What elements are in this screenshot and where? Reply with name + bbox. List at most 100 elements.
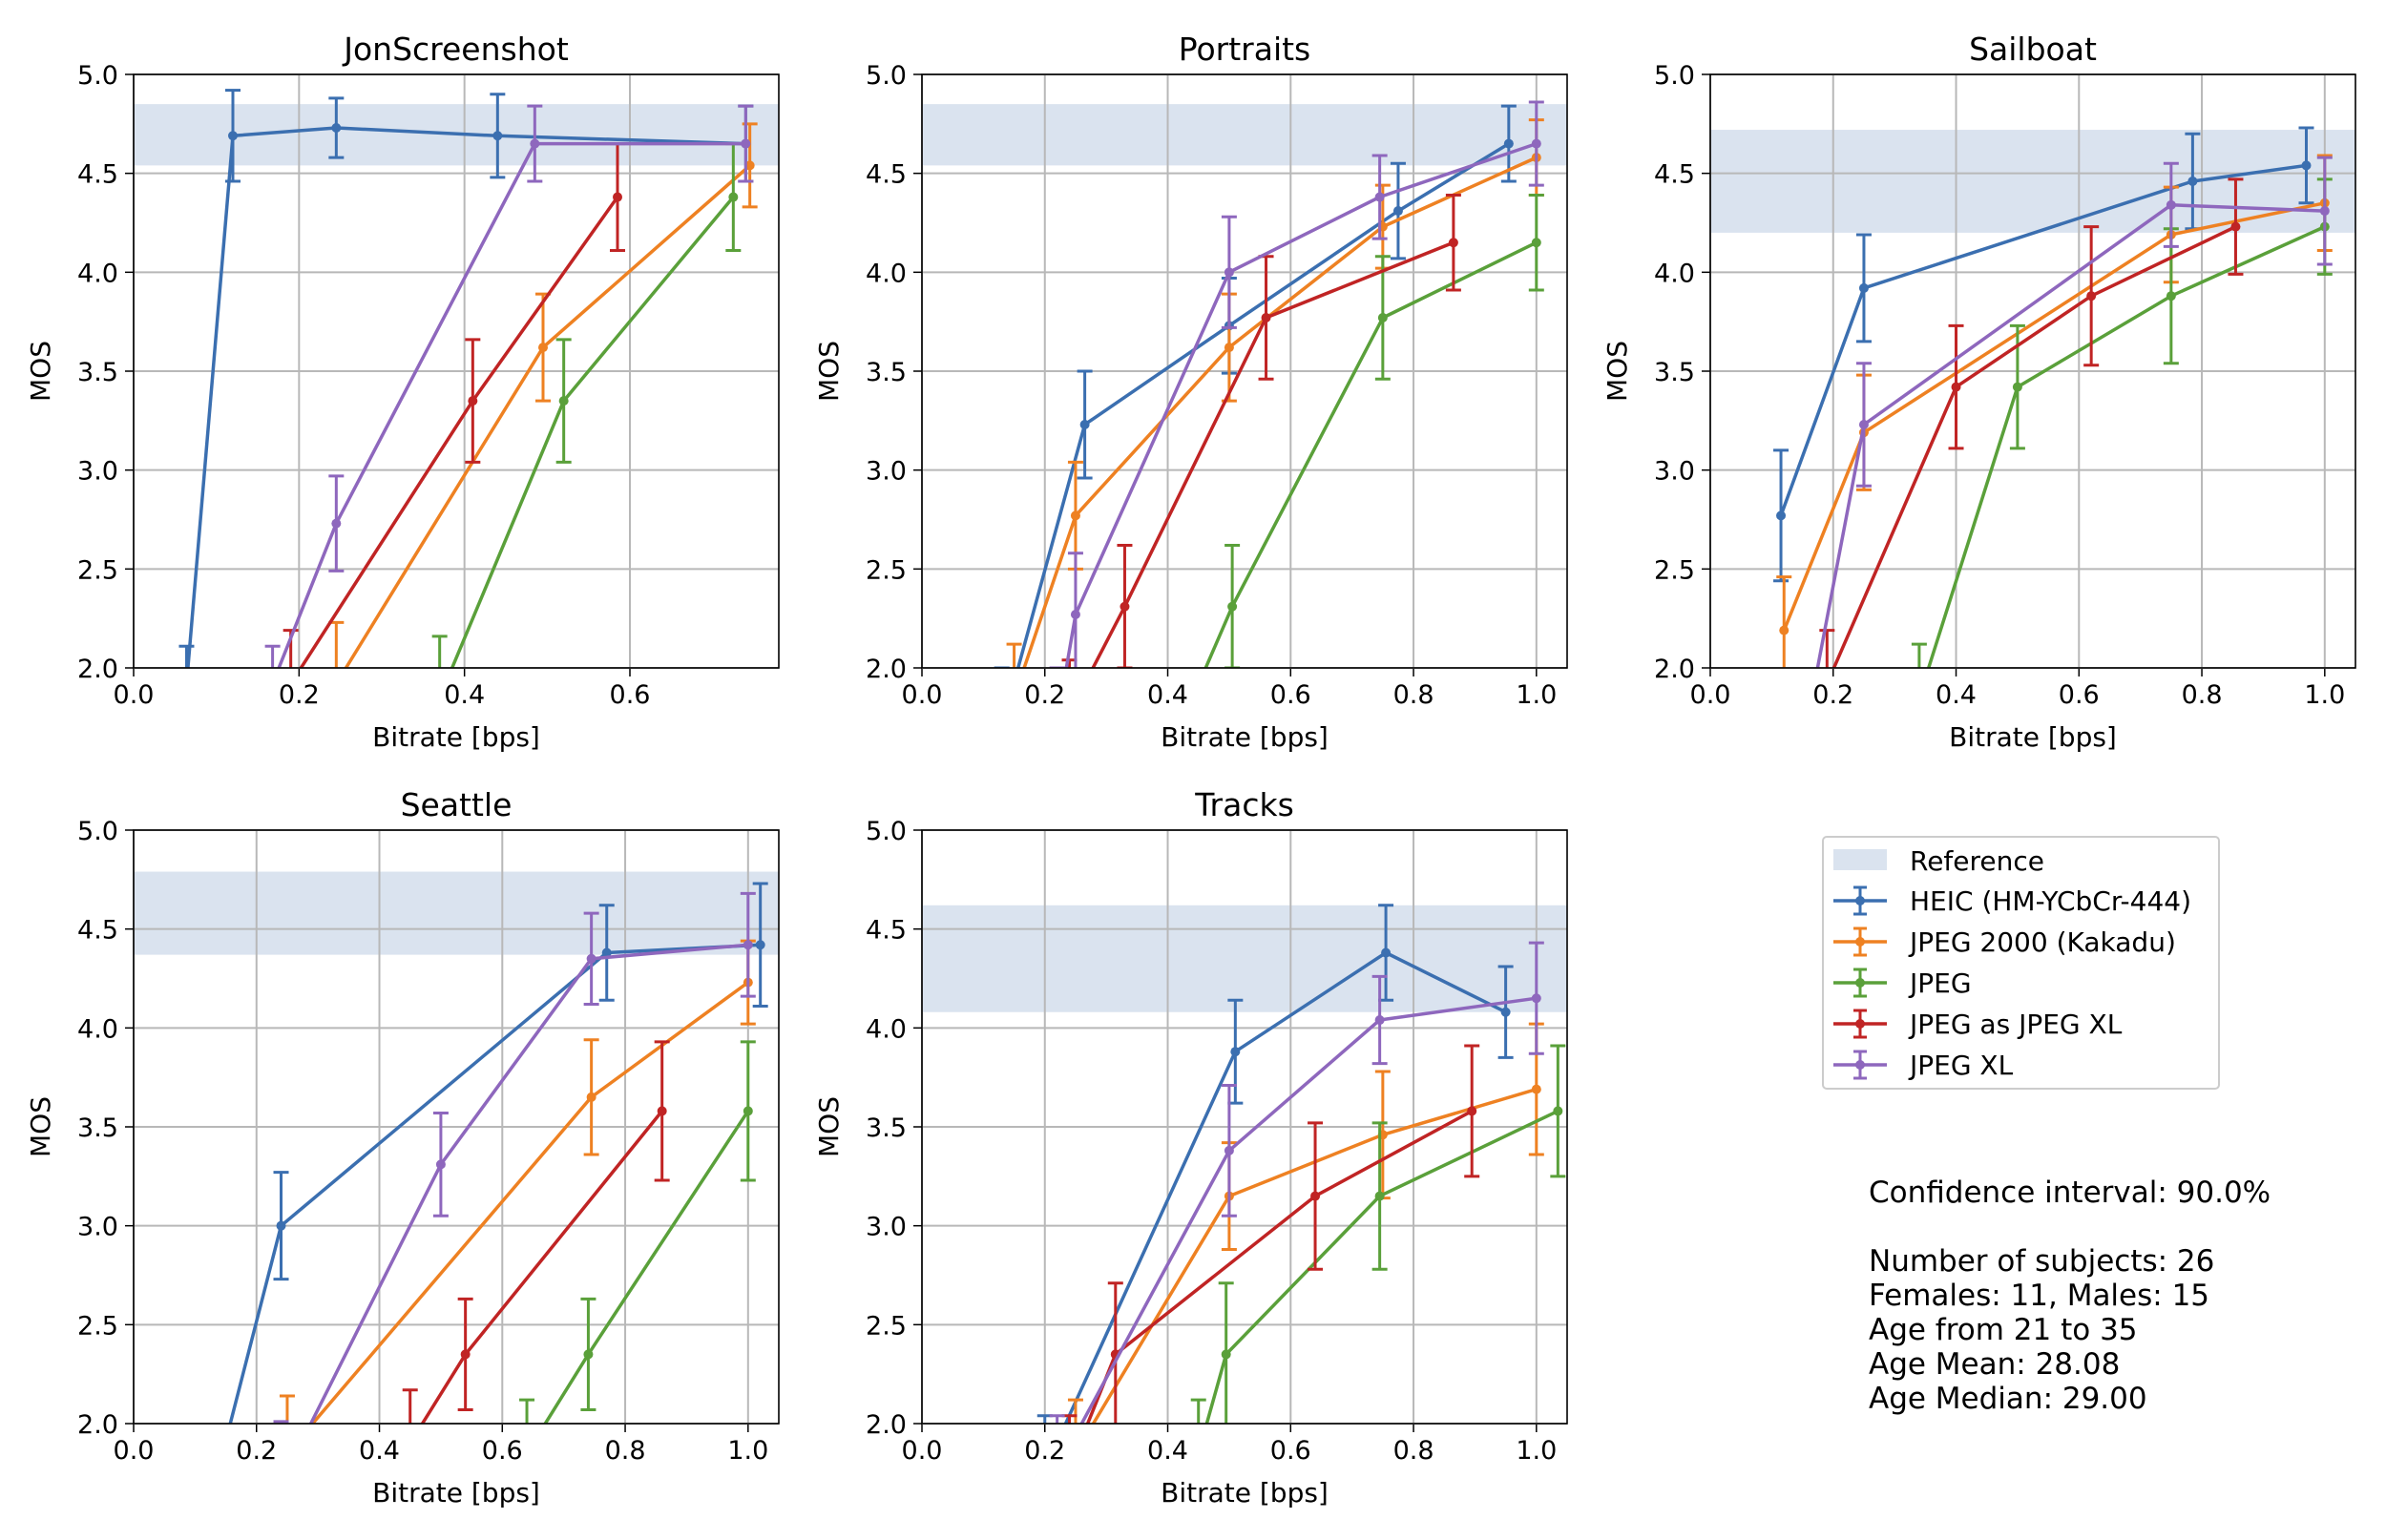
- data-point: [1224, 1145, 1234, 1155]
- data-point: [1392, 206, 1403, 217]
- chart-title: Seattle: [401, 786, 513, 823]
- chart-seattle: 0.0 0.2 0.4 0.6 0.8 1.0 2.0 2.5 3.0 3.5 4.0 4.5 5.0 S…: [25, 786, 780, 1517]
- data-point: [468, 396, 478, 406]
- y-tick-label: 2.0: [77, 655, 118, 684]
- data-point: [1779, 625, 1790, 635]
- legend-label: JPEG: [1908, 968, 1972, 999]
- series-jpeg-2000-kakadu: [279, 939, 756, 1424]
- x-tick-label: 1.0: [2304, 680, 2345, 710]
- legend-label-reference: Reference: [1910, 845, 2044, 877]
- subplots-grid: 0.0 0.2 0.4 0.6 2.0 2.5 3.0 3.5 4.0 4.5 5.0 JonScre…: [25, 31, 2356, 1517]
- axes-frame: [133, 73, 780, 669]
- data-point: [1120, 601, 1130, 612]
- data-point: [1310, 1191, 1321, 1201]
- y-tick-label: 5.0: [866, 61, 907, 91]
- data-point: [741, 138, 751, 149]
- data-point: [492, 131, 503, 141]
- x-tick-label: 0.2: [236, 1436, 277, 1466]
- x-tick-label: 0.4: [1147, 680, 1188, 710]
- axes-frame: [921, 829, 1568, 1425]
- data-point: [2012, 382, 2022, 392]
- data-point: [522, 1448, 532, 1458]
- x-tick-label: 0.6: [610, 680, 651, 710]
- data-point: [331, 518, 342, 529]
- data-point: [530, 138, 540, 149]
- y-tick-label: 4.5: [866, 160, 907, 190]
- x-tick-label: 0.8: [1393, 1436, 1434, 1466]
- data-point: [1915, 693, 1924, 702]
- series-jpeg-2000-kakadu: [1006, 118, 1544, 668]
- info-age-median: Age Median: 29.00: [1869, 1382, 2147, 1416]
- series-jpeg-xl: [273, 891, 756, 1488]
- data-point: [1377, 313, 1388, 323]
- y-tick-label: 4.0: [866, 259, 907, 288]
- y-tick-label: 2.0: [866, 1410, 907, 1440]
- data-point: [1374, 1191, 1385, 1201]
- series-line: [228, 943, 761, 1424]
- series-line: [1203, 240, 1538, 668]
- series-jpeg-as-jpeg-xl: [402, 1040, 670, 1424]
- data-point: [538, 343, 548, 353]
- y-tick-label: 4.5: [866, 916, 907, 946]
- data-point: [460, 1349, 471, 1360]
- series-layer: [994, 100, 1544, 732]
- data-point: [558, 396, 569, 406]
- legend-marker: [1855, 1019, 1865, 1029]
- legend: Reference HEIC (HM-YCbCr-444) JPEG 2000 (…: [1822, 836, 2220, 1090]
- x-tick-label: 0.0: [114, 1436, 155, 1466]
- x-tick-label: 1.0: [1516, 680, 1557, 710]
- data-point: [997, 722, 1007, 732]
- data-point: [1553, 1106, 1563, 1116]
- series-jpeg: [519, 1040, 756, 1458]
- y-tick-label: 4.0: [77, 259, 118, 288]
- x-axis-label: Bitrate [bps]: [1949, 721, 2117, 753]
- data-point: [1531, 138, 1541, 149]
- series-line: [1063, 950, 1507, 1424]
- data-point: [1040, 1465, 1050, 1474]
- series-line: [1091, 240, 1455, 668]
- series-heic-hm-ycbcr-444: [994, 104, 1517, 732]
- data-point: [1500, 1007, 1511, 1017]
- data-point: [1531, 1084, 1541, 1094]
- data-point: [1224, 267, 1234, 278]
- series-line: [308, 943, 748, 1424]
- data-point: [657, 1106, 667, 1116]
- legend-frame: [1822, 836, 2220, 1090]
- series-jpeg-2000-kakadu: [328, 122, 758, 668]
- info-age-range: Age from 21 to 35: [1869, 1313, 2138, 1347]
- data-point: [277, 1478, 286, 1488]
- data-point: [1858, 282, 1869, 293]
- y-tick-label: 5.0: [77, 817, 118, 846]
- legend-swatch-reference: [1833, 849, 1887, 870]
- data-point: [2187, 176, 2198, 186]
- data-point: [1531, 993, 1541, 1004]
- data-point: [743, 1106, 753, 1116]
- reference-band: [1710, 130, 2355, 233]
- y-axis-label: MOS: [813, 341, 845, 402]
- data-point: [1079, 419, 1090, 429]
- x-tick-label: 0.8: [605, 1436, 646, 1466]
- x-tick-label: 1.0: [1516, 1436, 1557, 1466]
- data-point: [1951, 382, 1961, 392]
- series-jpeg-xl: [1049, 100, 1544, 668]
- data-point: [583, 1349, 594, 1360]
- y-axis-label: MOS: [813, 1096, 845, 1157]
- series-line: [299, 196, 619, 668]
- series-line: [1085, 1109, 1474, 1424]
- data-point: [1798, 742, 1808, 752]
- data-point: [202, 1508, 212, 1517]
- x-tick-label: 0.4: [1936, 680, 1977, 710]
- data-point: [728, 192, 739, 202]
- y-tick-label: 4.5: [1654, 160, 1695, 190]
- y-tick-label: 3.0: [77, 457, 118, 487]
- y-tick-label: 5.0: [1654, 61, 1695, 91]
- series-layer: [178, 89, 758, 668]
- axes-frame: [133, 829, 780, 1425]
- x-tick-label: 0.6: [1270, 680, 1311, 710]
- series-layer: [202, 882, 768, 1517]
- series-line: [1204, 1109, 1559, 1424]
- chart-title: JonScreenshot: [342, 31, 569, 68]
- info-age-mean: Age Mean: 28.08: [1869, 1347, 2121, 1382]
- x-tick-label: 0.6: [1270, 1436, 1311, 1466]
- data-point: [1221, 1349, 1231, 1360]
